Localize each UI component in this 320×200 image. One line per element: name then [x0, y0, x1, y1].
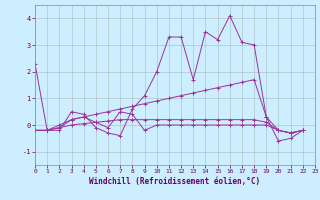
- X-axis label: Windchill (Refroidissement éolien,°C): Windchill (Refroidissement éolien,°C): [89, 177, 260, 186]
